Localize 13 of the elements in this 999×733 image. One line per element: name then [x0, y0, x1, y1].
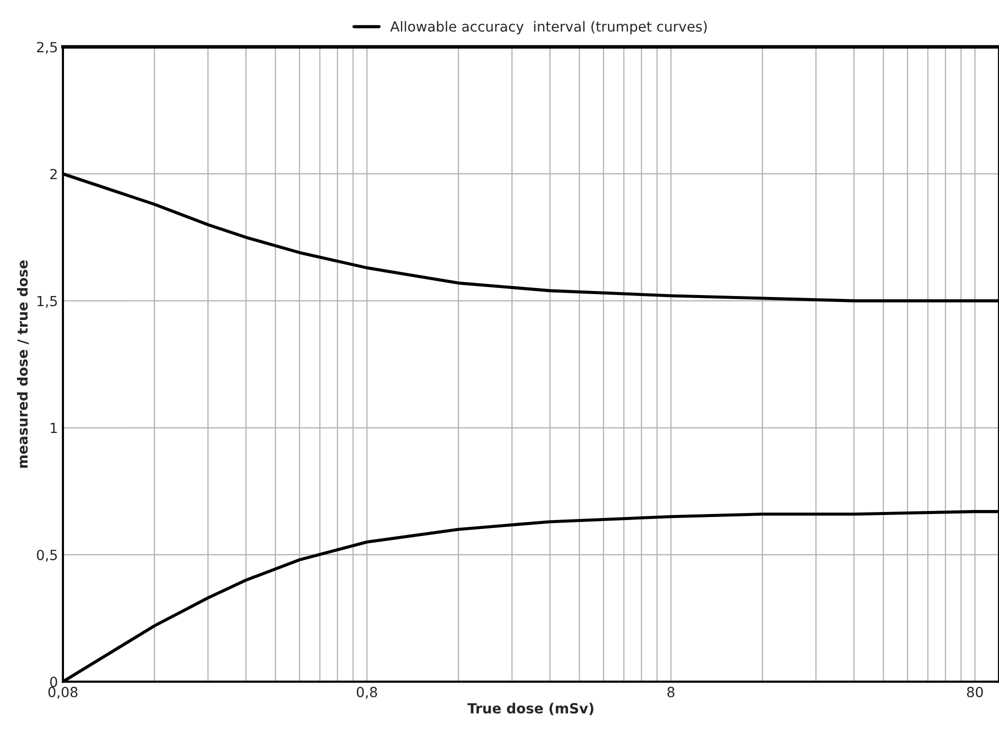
y-tick-label: 1,5 [38, 296, 57, 308]
x-axis-title: True dose (mSv) [467, 702, 594, 716]
y-tick-label: 0,5 [36, 550, 57, 562]
y-tick-label: 2 [50, 168, 57, 180]
x-tick-label: 8 [667, 686, 674, 698]
y-tick-label: 1 [50, 422, 57, 434]
x-tick-label: 0,8 [356, 686, 378, 699]
y-tick-label: 0 [50, 676, 58, 688]
legend-label: Allowable accuracy interval (trumpet curves) [390, 20, 707, 34]
y-tick-label: 2,5 [37, 42, 57, 54]
x-tick-label: 80 [967, 686, 983, 698]
x-tick-label: 0,08 [48, 686, 78, 699]
y-axis-title: measured dose / true dose [16, 260, 29, 468]
